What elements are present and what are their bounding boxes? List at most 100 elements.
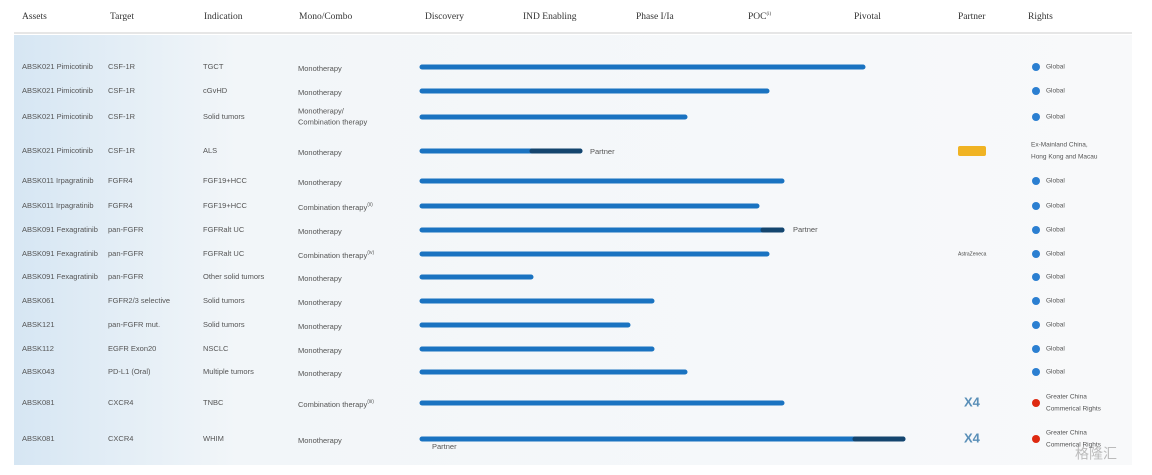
header: Assets [22, 12, 47, 22]
globe-icon [1032, 226, 1040, 234]
footnote: (iv) [367, 250, 374, 256]
asset: ABSK021 Pimicotinib [22, 112, 93, 121]
footnote: (ii) [367, 202, 373, 208]
mono-text: Monotherapy [298, 88, 342, 97]
header: Mono/Combo [299, 12, 353, 22]
mono-text: Monotherapy/ [298, 106, 345, 115]
indication: Solid tumors [203, 296, 245, 305]
globe-icon [1032, 250, 1040, 258]
mono-combo: Monotherapy [298, 148, 342, 157]
asset: ABSK011 Irpagratinib [22, 176, 94, 185]
globe-icon [1032, 345, 1040, 353]
target: pan-FGFR [108, 272, 144, 281]
rights: Global [1046, 203, 1065, 210]
bar-label: Partner [590, 147, 615, 156]
mono-text: Monotherapy [298, 64, 342, 73]
partner: X4 [964, 394, 981, 409]
mono-combo: Monotherapy [298, 346, 342, 355]
mono-text: Combination therapy [298, 117, 367, 126]
target: pan-FGFR mut. [108, 320, 160, 329]
indication: Multiple tumors [203, 367, 254, 376]
mono-combo: Combination therapy(iii) [298, 399, 374, 409]
mono-text: Monotherapy [298, 298, 342, 307]
rights: Global [1046, 178, 1065, 185]
bar-label: Partner [432, 442, 457, 451]
mono-text: Combination therapy [298, 400, 367, 409]
globe-icon [1032, 368, 1040, 376]
header: Phase I/Ia [636, 12, 675, 22]
header: Partner [958, 12, 986, 22]
asset: ABSK091 Fexagratinib [22, 225, 98, 234]
rights: Hong Kong and Macau [1031, 154, 1098, 161]
target: CXCR4 [108, 398, 133, 407]
target: FGFR4 [108, 201, 133, 210]
target: CSF-1R [108, 146, 136, 155]
indication: FGF19+HCC [203, 201, 248, 210]
mono-text: Combination therapy [298, 251, 367, 260]
mono-text: Monotherapy [298, 346, 342, 355]
mono-combo: Monotherapy [298, 88, 342, 97]
rights: Global [1046, 298, 1065, 305]
mono-combo: Monotherapy [298, 322, 342, 331]
rights: Global [1046, 251, 1065, 258]
indication: cGvHD [203, 86, 228, 95]
rights: Global [1046, 369, 1065, 376]
mono-text: Combination therapy [298, 203, 367, 212]
globe-icon [1032, 202, 1040, 210]
header: Target [110, 12, 134, 22]
partner: X4 [964, 430, 981, 445]
target: CSF-1R [108, 86, 136, 95]
mono-text: Monotherapy [298, 369, 342, 378]
asset: ABSK021 Pimicotinib [22, 62, 93, 71]
asset: ABSK091 Fexagratinib [22, 249, 98, 258]
indication: Solid tumors [203, 320, 245, 329]
globe-icon [1032, 273, 1040, 281]
rights: Global [1046, 274, 1065, 281]
indication: FGF19+HCC [203, 176, 248, 185]
partner-logo [958, 146, 986, 156]
target: pan-FGFR [108, 249, 144, 258]
mono-combo: Monotherapy/ [298, 106, 345, 115]
globe-icon [1032, 87, 1040, 95]
rights: Global [1046, 322, 1065, 329]
asset: ABSK121 [22, 320, 55, 329]
mono-combo: Combination therapy(iv) [298, 250, 374, 260]
flag-icon [1032, 435, 1040, 443]
indication: TNBC [203, 398, 224, 407]
target: EGFR Exon20 [108, 344, 156, 353]
rights: Global [1046, 227, 1065, 234]
target: CXCR4 [108, 434, 133, 443]
globe-icon [1032, 321, 1040, 329]
rights: Global [1046, 64, 1065, 71]
header: Rights [1028, 12, 1053, 22]
target: pan-FGFR [108, 225, 144, 234]
mono-text: Monotherapy [298, 148, 342, 157]
flag-icon [1032, 399, 1040, 407]
mono-text: Monotherapy [298, 322, 342, 331]
mono-combo: Monotherapy [298, 298, 342, 307]
asset: ABSK043 [22, 367, 55, 376]
indication: FGFRalt UC [203, 225, 245, 234]
asset: ABSK061 [22, 296, 55, 305]
globe-icon [1032, 113, 1040, 121]
mono-combo: Combination therapy(ii) [298, 202, 373, 212]
indication: NSCLC [203, 344, 229, 353]
header: Discovery [425, 12, 464, 22]
partner: AstraZeneca [958, 251, 987, 257]
rights: Commerical Rights [1046, 442, 1102, 449]
asset: ABSK011 Irpagratinib [22, 201, 94, 210]
asset: ABSK021 Pimicotinib [22, 86, 93, 95]
rights: Global [1046, 88, 1065, 95]
target: CSF-1R [108, 62, 136, 71]
asset: ABSK091 Fexagratinib [22, 272, 98, 281]
mono-text: Monotherapy [298, 227, 342, 236]
target: FGFR4 [108, 176, 133, 185]
indication: FGFRalt UC [203, 249, 245, 258]
mono-combo: Monotherapy [298, 436, 342, 445]
mono-text: Monotherapy [298, 178, 342, 187]
mono-text: Monotherapy [298, 436, 342, 445]
asset: ABSK112 [22, 344, 54, 353]
indication: Other solid tumors [203, 272, 265, 281]
watermark: 格隆汇 [1075, 446, 1117, 462]
